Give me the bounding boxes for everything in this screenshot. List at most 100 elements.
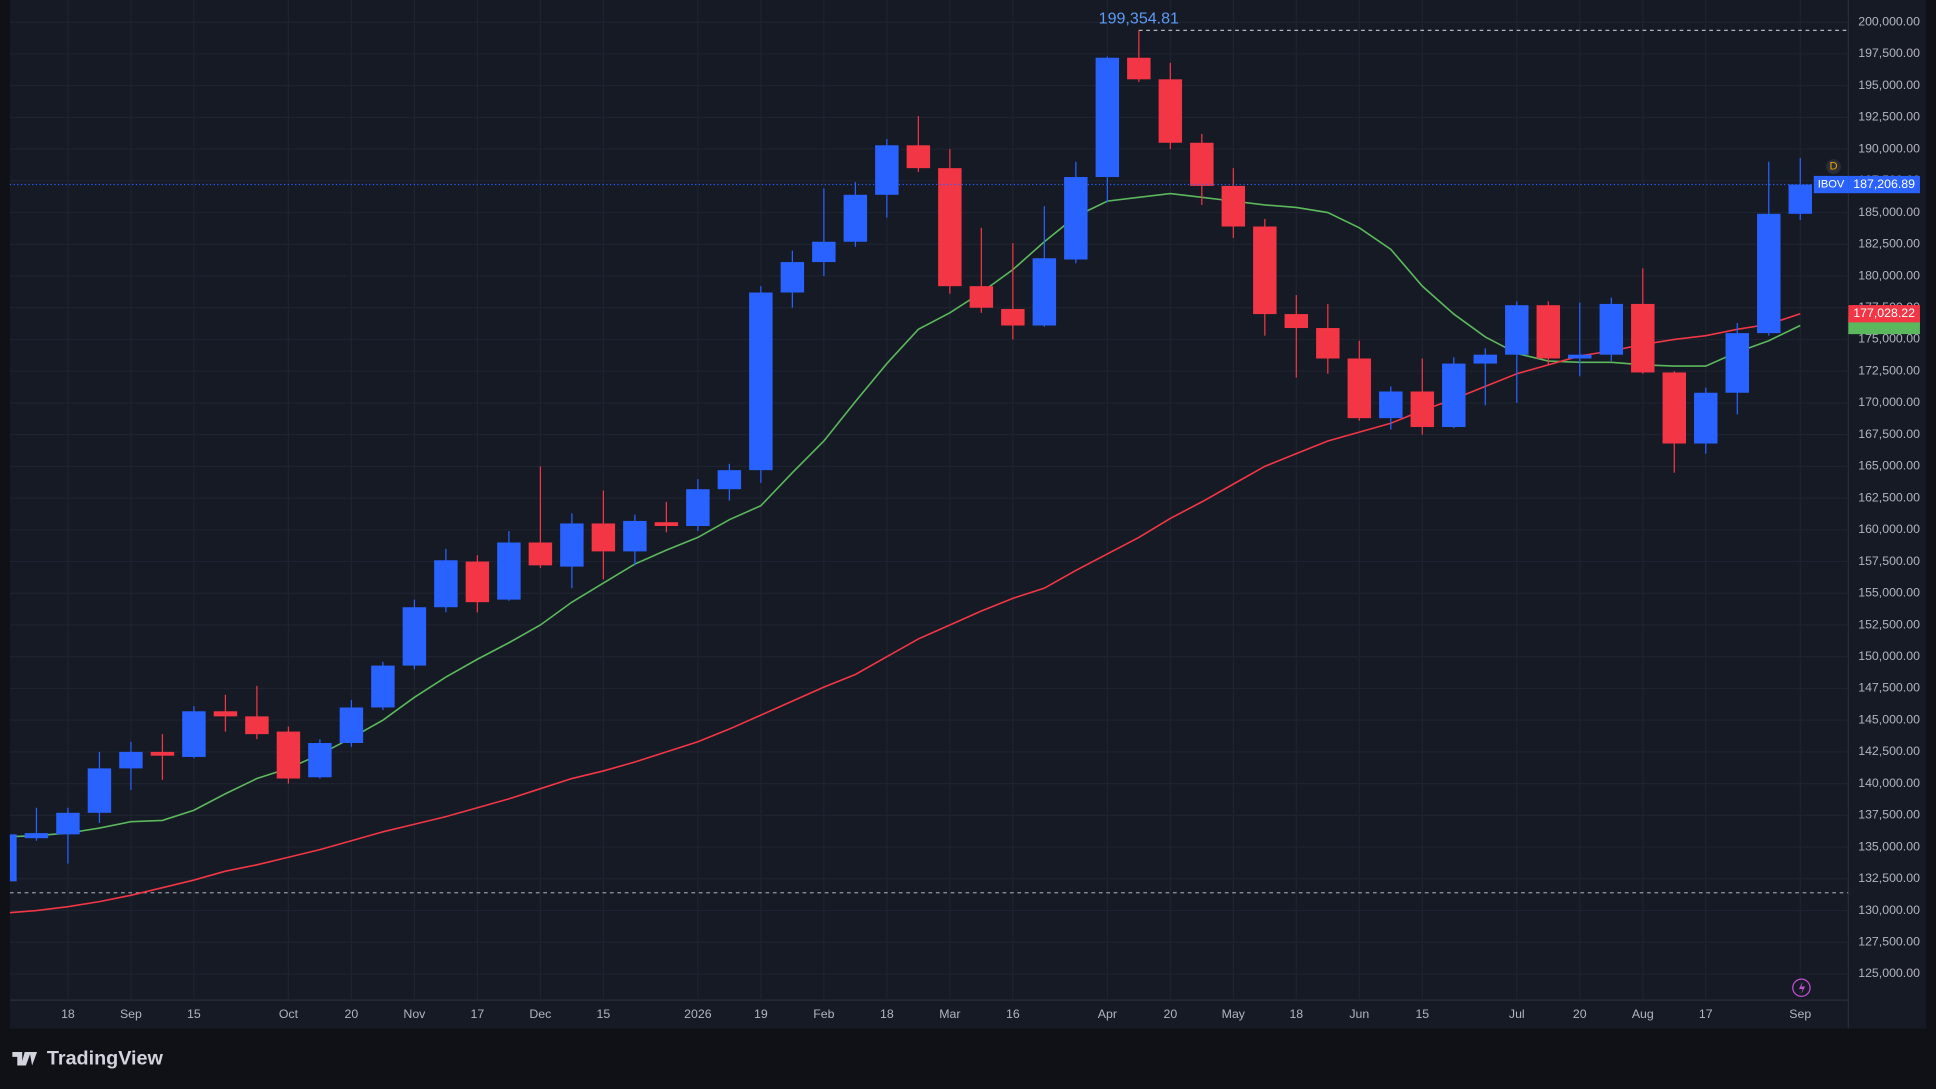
x-tick-label: Sep: [1789, 1007, 1811, 1021]
candle-body: [1032, 258, 1057, 326]
x-tick-label: Jul: [1509, 1007, 1525, 1021]
y-tick-label: 145,000.00: [1858, 712, 1920, 726]
y-tick-label: 137,500.00: [1858, 808, 1920, 822]
y-tick-label: 152,500.00: [1858, 617, 1920, 631]
candle-body: [906, 145, 931, 169]
y-tick-label: 195,000.00: [1858, 78, 1920, 92]
y-tick-label: 190,000.00: [1858, 141, 1920, 155]
candle-body: [339, 707, 364, 744]
candle-body: [1505, 305, 1529, 355]
x-tick-label: Dec: [529, 1007, 551, 1021]
candle-body: [1536, 305, 1561, 359]
candle-body: [969, 286, 994, 308]
candle-body: [843, 194, 868, 242]
y-tick-label: 125,000.00: [1858, 966, 1920, 980]
x-tick-label: Mar: [939, 1007, 960, 1021]
y-tick-label: 157,500.00: [1858, 554, 1920, 568]
interval-badge[interactable]: [1826, 159, 1841, 175]
price-tag: [1848, 175, 1920, 194]
x-tick-label: Aug: [1632, 1007, 1654, 1021]
y-tick-label: 155,000.00: [1858, 586, 1920, 600]
candle-body: [1662, 372, 1687, 444]
x-tick-label: 17: [471, 1007, 485, 1021]
y-tick-label: 182,500.00: [1858, 237, 1920, 251]
candle-body: [245, 716, 269, 735]
x-tick-label: 15: [597, 1007, 611, 1021]
x-tick-label: 15: [1415, 1007, 1429, 1021]
candle-body: [1473, 354, 1498, 364]
x-tick-label: Apr: [1098, 1007, 1117, 1021]
candle-body: [528, 542, 553, 566]
y-tick-label: 142,500.00: [1858, 744, 1920, 758]
y-tick-label: 147,500.00: [1858, 681, 1920, 695]
candle-body: [308, 743, 332, 778]
candle-body: [1064, 177, 1088, 260]
candle-body: [24, 833, 49, 839]
candle-body: [1001, 309, 1025, 326]
y-tick-label: 167,500.00: [1858, 427, 1920, 441]
symbol-tag-label: IBOV: [1818, 178, 1845, 190]
candle-body: [497, 542, 521, 600]
y-tick-label: 172,500.00: [1858, 363, 1920, 377]
candle-body: [434, 560, 458, 608]
candle-body: [591, 523, 616, 552]
candle-body: [1410, 391, 1435, 428]
candle-body: [812, 241, 836, 263]
symbol-tag: [1813, 175, 1849, 194]
candle-body: [1316, 328, 1340, 359]
alert-icon[interactable]: [1792, 978, 1811, 998]
candle-body: [717, 470, 742, 490]
y-tick-label: 135,000.00: [1858, 839, 1920, 853]
candle-body: [1190, 142, 1214, 186]
y-tick-label: 132,500.00: [1858, 871, 1920, 885]
candle-body: [1442, 363, 1466, 428]
y-tick-label: 130,000.00: [1858, 903, 1920, 917]
y-tick-label: 170,000.00: [1858, 395, 1920, 409]
candle-body: [182, 711, 206, 757]
brand-name: TradingView: [47, 1048, 164, 1070]
x-tick-label: Oct: [279, 1007, 299, 1021]
candle-body: [213, 711, 238, 717]
candle-body: [371, 665, 395, 708]
y-tick-label: 140,000.00: [1858, 776, 1920, 790]
y-tick-label: 185,000.00: [1858, 205, 1920, 219]
x-tick-label: Feb: [813, 1007, 834, 1021]
y-tick-label: 197,500.00: [1858, 46, 1920, 60]
candle-body: [780, 262, 805, 293]
x-tick-label: 19: [754, 1007, 768, 1021]
candle-body: [87, 768, 112, 813]
y-tick-label: 127,500.00: [1858, 935, 1920, 949]
candle-body: [1095, 57, 1120, 178]
candle-body: [1725, 333, 1750, 393]
candle-body: [1599, 303, 1624, 355]
brand-logo: [12, 1051, 38, 1066]
x-tick-label: Sep: [120, 1007, 142, 1021]
x-tick-label: 15: [187, 1007, 201, 1021]
moving-average: [9, 312, 1801, 914]
x-tick-label: 18: [1289, 1007, 1303, 1021]
candle-body: [560, 523, 584, 567]
candle-body: [9, 834, 17, 882]
y-tick-label: 180,000.00: [1858, 268, 1920, 282]
x-tick-label: 2026: [684, 1007, 712, 1021]
y-tick-label: 200,000.00: [1858, 14, 1920, 28]
candle-body: [1568, 354, 1592, 359]
candle-body: [1788, 184, 1812, 214]
candle-body: [749, 292, 773, 471]
candle-body: [654, 522, 679, 527]
candle-body: [875, 145, 899, 195]
candle-body: [1347, 358, 1372, 419]
interval-text: D: [1830, 161, 1838, 173]
y-tick-label: 162,500.00: [1858, 490, 1920, 504]
x-tick-label: 20: [345, 1007, 359, 1021]
max-label: 199,354.81: [1099, 10, 1179, 28]
candle-body: [56, 812, 80, 835]
candle-body: [1284, 314, 1309, 329]
y-tick-label: 192,500.00: [1858, 110, 1920, 124]
y-tick-label: 165,000.00: [1858, 459, 1920, 473]
candle-body: [402, 607, 427, 666]
candle-body: [1221, 185, 1246, 227]
x-tick-label: 20: [1163, 1007, 1177, 1021]
price-tag-label: 187,206.89: [1853, 177, 1915, 191]
